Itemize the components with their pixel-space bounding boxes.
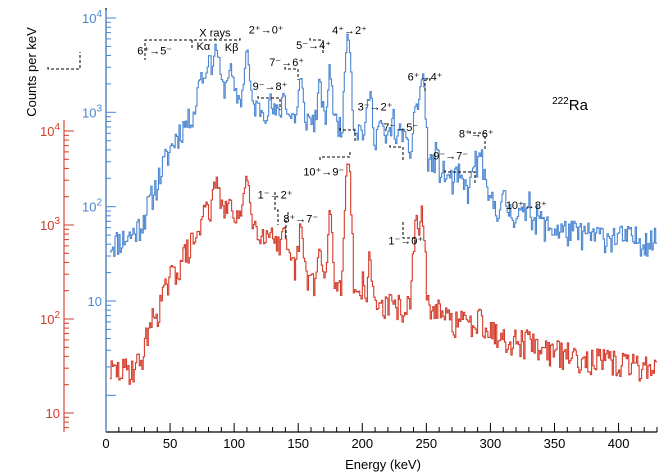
blue_axis-decade-base: 10 [82,11,96,26]
series-blue-line [109,33,657,257]
red_axis-decade-exponent: 3 [54,216,60,227]
blue_axis-decade-label: 104 [82,9,102,26]
annotation-leader-line [469,131,486,150]
red_axis-decade-base: 10 [40,124,54,139]
chart-axes-layer: 0 50 100 150 200 250 300 350 4001041031021010410… [40,8,658,451]
annotation-label: Kα [197,41,211,53]
annotation-leader-line [257,96,281,110]
x-tick-label: 400 [608,436,630,451]
red_axis-decade-base: 10 [40,218,54,233]
annotation-leader-line [424,78,431,93]
annotation-label: 9⁻→8⁺ [253,81,288,93]
red_axis-decade-label: 103 [40,216,60,233]
blue_axis-decade-base: 10 [88,294,102,309]
annotation-label: 4⁺→2⁺ [332,25,367,37]
x-tick-label: 0 [102,436,109,451]
annotation-label: 3⁻→2⁺ [358,102,393,114]
x-tick-label: 300 [480,436,502,451]
red_axis-decade-base: 10 [46,406,60,421]
blue_axis-decade-label: 10 [88,294,102,309]
annotation-label: Kβ [225,42,239,54]
annotation-leader-line [402,222,416,245]
blue_axis-decade-exponent: 3 [96,103,102,114]
blue_axis-decade-base: 10 [82,200,96,215]
x-tick-label: 150 [287,436,309,451]
annotation-leader-line [144,38,241,60]
annotation-leader-line [191,38,216,50]
red_axis-decade-base: 10 [40,312,54,327]
x-tick-label: 100 [223,436,245,451]
annotation-leader-line [285,212,289,240]
annotation-label: 8⁺→7⁻ [283,214,318,226]
isotope-label: 222Ra [552,96,589,114]
annotation-label: 10⁺→9⁻ [303,167,344,179]
annotation-label: 2⁺→0⁺ [249,25,284,37]
isotope-symbol: Ra [569,97,589,114]
blue_axis-decade-base: 10 [82,105,96,120]
annotation-leader-line [319,150,351,160]
annotation-leader-line [444,170,476,183]
red_axis-decade-label: 102 [40,310,60,327]
red_axis-decade-exponent: 4 [54,122,60,133]
red_axis-decade-label: 10 [46,406,60,421]
annotation-leader-line [309,38,324,55]
x-tick-label: 50 [163,436,177,451]
annotation-label: 9⁻→7⁻ [433,150,468,162]
red_axis-decade-label: 104 [40,122,60,139]
chart-series-layer [109,33,657,385]
annotation-label: 10⁺→8⁺ [506,200,547,212]
annotation-label: 1⁻→2⁺ [258,189,293,201]
isotope-mass: 222 [552,96,569,107]
blue_axis-decade-exponent: 4 [96,9,102,20]
annotation-label: 7⁻→5⁻ [383,122,418,134]
blue_axis-decade-label: 102 [82,198,102,215]
x-tick-label: 250 [415,436,437,451]
annotation-leader-line [339,128,356,142]
annotation-label: 1⁻→0⁺ [388,235,423,247]
annotation-label: 6⁺→4⁺ [408,72,443,84]
red_axis-decade-exponent: 2 [54,310,60,321]
annotation-label: 8⁺→6⁺ [459,129,494,141]
blue_axis-decade-label: 103 [82,103,102,120]
annotation-label: 6⁺→5⁻ [137,45,172,57]
annotation-leader-line [47,52,81,70]
annotation-label: X rays [199,28,231,40]
series-red-line [109,163,657,385]
x-axis-title: Energy (keV) [345,457,421,472]
x-tick-label: 200 [351,436,373,451]
y-axis-title: Counts per keV [24,27,39,117]
blue_axis-decade-exponent: 2 [96,198,102,209]
x-tick-label: 350 [544,436,566,451]
annotation-label: 7⁻→6⁺ [269,57,304,69]
annotation-leader-line [389,145,404,160]
annotation-leader-line [284,67,299,80]
annotation-label: 5⁻→4⁺ [296,40,331,52]
